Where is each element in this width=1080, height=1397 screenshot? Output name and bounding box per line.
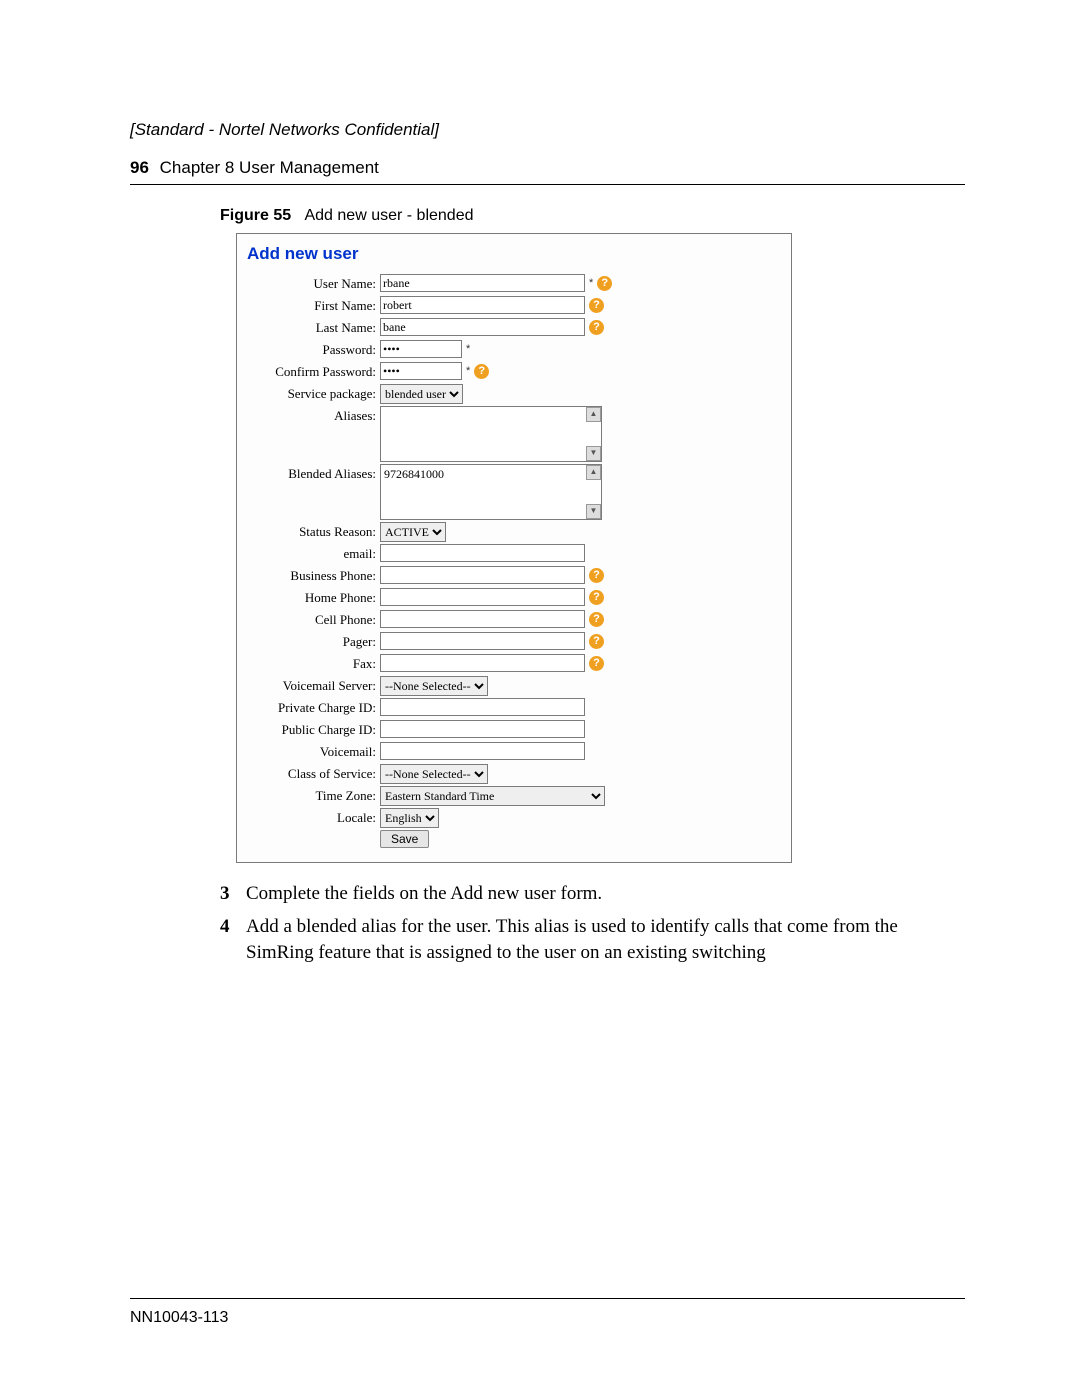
home-phone-input[interactable] [380, 588, 585, 606]
label-cell-phone: Cell Phone: [237, 610, 380, 630]
figure-label: Figure 55 [220, 207, 291, 224]
help-icon[interactable]: ? [589, 634, 604, 649]
private-charge-id-input[interactable] [380, 698, 585, 716]
label-confirm-password: Confirm Password: [237, 362, 380, 382]
cell-phone-input[interactable] [380, 610, 585, 628]
label-class-of-service: Class of Service: [237, 764, 380, 784]
confirm-password-input[interactable] [380, 362, 462, 380]
step-number: 4 [220, 914, 246, 967]
pager-input[interactable] [380, 632, 585, 650]
chapter-title: Chapter 8 User Management [160, 158, 379, 177]
help-icon[interactable]: ? [589, 590, 604, 605]
page: [Standard - Nortel Networks Confidential… [0, 0, 1080, 1397]
fax-input[interactable] [380, 654, 585, 672]
status-reason-select[interactable]: ACTIVE [380, 522, 446, 542]
page-number: 96 [130, 158, 149, 177]
label-status-reason: Status Reason: [237, 522, 380, 542]
public-charge-id-input[interactable] [380, 720, 585, 738]
label-first-name: First Name: [237, 296, 380, 316]
label-business-phone: Business Phone: [237, 566, 380, 586]
last-name-input[interactable] [380, 318, 585, 336]
help-icon[interactable]: ? [589, 568, 604, 583]
required-icon: * [466, 365, 470, 377]
required-icon: * [466, 343, 470, 355]
scroll-up-icon[interactable]: ▲ [586, 407, 601, 422]
password-input[interactable] [380, 340, 462, 358]
help-icon[interactable]: ? [597, 276, 612, 291]
aliases-listbox[interactable]: ▲ ▼ [380, 406, 602, 462]
form-title: Add new user [237, 240, 791, 272]
business-phone-input[interactable] [380, 566, 585, 584]
blended-aliases-listbox[interactable]: 9726841000 ▲ ▼ [380, 464, 602, 520]
help-icon[interactable]: ? [589, 298, 604, 313]
required-icon: * [589, 277, 593, 289]
help-icon[interactable]: ? [589, 612, 604, 627]
label-public-charge-id: Public Charge ID: [237, 720, 380, 740]
voicemail-input[interactable] [380, 742, 585, 760]
label-last-name: Last Name: [237, 318, 380, 338]
scroll-up-icon[interactable]: ▲ [586, 465, 601, 480]
help-icon[interactable]: ? [589, 320, 604, 335]
step-text: Add a blended alias for the user. This a… [246, 914, 965, 967]
figure-text: Add new user - blended [304, 207, 473, 224]
label-home-phone: Home Phone: [237, 588, 380, 608]
label-time-zone: Time Zone: [237, 786, 380, 806]
label-locale: Locale: [237, 808, 380, 828]
label-private-charge-id: Private Charge ID: [237, 698, 380, 718]
step-number: 3 [220, 881, 246, 908]
service-package-select[interactable]: blended user [380, 384, 463, 404]
label-email: email: [237, 544, 380, 564]
confidential-notice: [Standard - Nortel Networks Confidential… [130, 120, 965, 140]
document-id: NN10043-113 [130, 1309, 228, 1326]
time-zone-select[interactable]: Eastern Standard Time [380, 786, 605, 806]
save-button[interactable]: Save [380, 830, 429, 848]
help-icon[interactable]: ? [589, 656, 604, 671]
label-voicemail: Voicemail: [237, 742, 380, 762]
step-text: Complete the fields on the Add new user … [246, 881, 965, 908]
label-service-package: Service package: [237, 384, 380, 404]
scroll-down-icon[interactable]: ▼ [586, 446, 601, 461]
label-fax: Fax: [237, 654, 380, 674]
instruction-list: 3 Complete the fields on the Add new use… [220, 881, 965, 967]
add-user-form-screenshot: Add new user User Name: * ? First Name: … [236, 233, 792, 863]
voicemail-server-select[interactable]: --None Selected-- [380, 676, 488, 696]
label-user-name: User Name: [237, 274, 380, 294]
figure-caption: Figure 55 Add new user - blended [220, 207, 965, 225]
first-name-input[interactable] [380, 296, 585, 314]
locale-select[interactable]: English [380, 808, 439, 828]
class-of-service-select[interactable]: --None Selected-- [380, 764, 488, 784]
help-icon[interactable]: ? [474, 364, 489, 379]
user-name-input[interactable] [380, 274, 585, 292]
label-blended-aliases: Blended Aliases: [237, 464, 380, 484]
chapter-header: 96 Chapter 8 User Management [130, 158, 965, 185]
scroll-down-icon[interactable]: ▼ [586, 504, 601, 519]
email-input[interactable] [380, 544, 585, 562]
scrollbar[interactable]: ▲ ▼ [586, 407, 601, 461]
scrollbar[interactable]: ▲ ▼ [586, 465, 601, 519]
label-voicemail-server: Voicemail Server: [237, 676, 380, 696]
label-aliases: Aliases: [237, 406, 380, 426]
label-password: Password: [237, 340, 380, 360]
footer: NN10043-113 [130, 1298, 965, 1327]
label-pager: Pager: [237, 632, 380, 652]
